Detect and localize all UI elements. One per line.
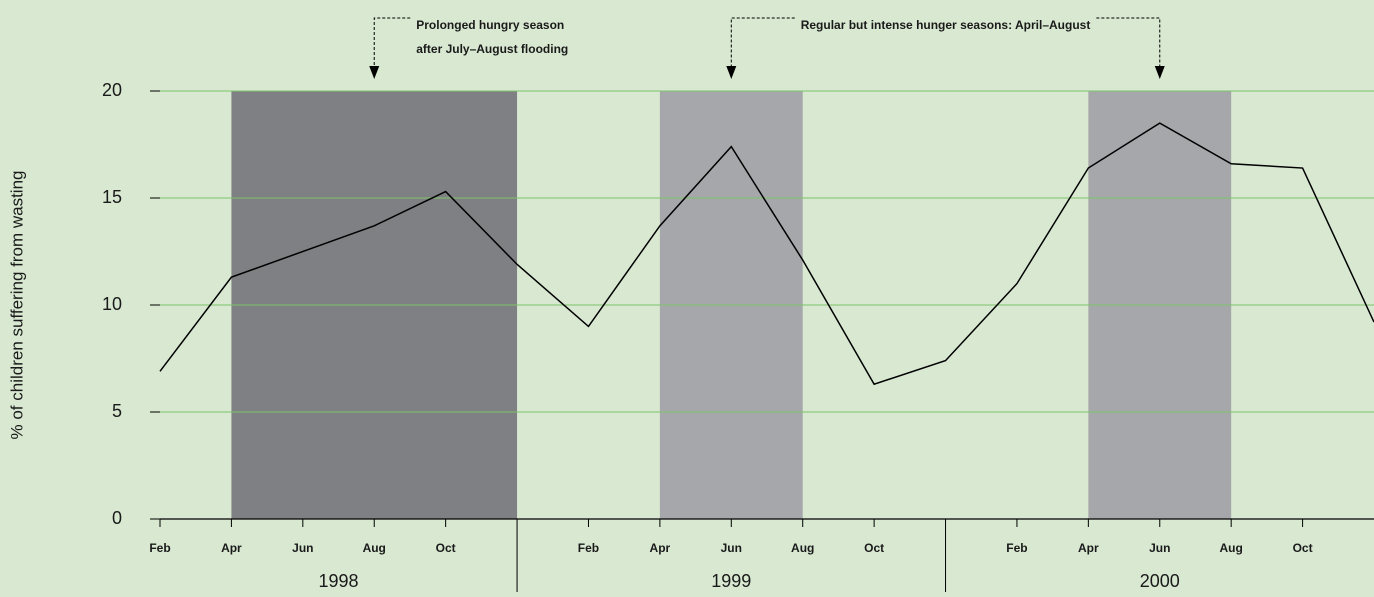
- annotation-text: Prolonged hungry season: [416, 18, 564, 32]
- annotation-bracket: [730, 17, 795, 68]
- annotation-text: after July–August flooding: [416, 42, 568, 56]
- x-tick-label: Aug: [1220, 541, 1243, 555]
- y-tick-label: 20: [102, 80, 122, 100]
- year-label: 1999: [711, 571, 751, 591]
- y-tick-label: 15: [102, 187, 122, 207]
- y-tick-label: 5: [112, 401, 122, 421]
- x-tick-label: Oct: [1293, 541, 1313, 555]
- x-tick-label: Feb: [1006, 541, 1027, 555]
- x-tick-label: Apr: [650, 541, 671, 555]
- y-axis-label: % of children suffering from wasting: [7, 171, 26, 440]
- x-tick-label: Apr: [221, 541, 242, 555]
- annotation-arrow: [369, 66, 380, 79]
- year-label: 1998: [319, 571, 359, 591]
- x-tick-label: Apr: [1078, 541, 1099, 555]
- x-tick-label: Jun: [721, 541, 742, 555]
- x-tick-label: Aug: [363, 541, 386, 555]
- data-line: [159, 122, 1374, 386]
- x-tick-label: Aug: [791, 541, 814, 555]
- annotation-arrow: [1154, 66, 1165, 79]
- annotation-arrow: [726, 66, 737, 79]
- x-tick-label: Jun: [1149, 541, 1170, 555]
- x-tick-label: Oct: [864, 541, 884, 555]
- x-tick-label: Feb: [578, 541, 599, 555]
- x-tick-label: Feb: [149, 541, 170, 555]
- annotation-text: Regular but intense hunger seasons: Apri…: [801, 18, 1091, 32]
- x-tick-label: Jun: [292, 541, 313, 555]
- annotation-bracket: [1096, 17, 1161, 68]
- annotation-bracket: [373, 17, 411, 68]
- year-label: 2000: [1140, 571, 1180, 591]
- x-tick-label: Oct: [436, 541, 456, 555]
- y-tick-label: 10: [102, 294, 122, 314]
- y-tick-label: 0: [112, 508, 122, 528]
